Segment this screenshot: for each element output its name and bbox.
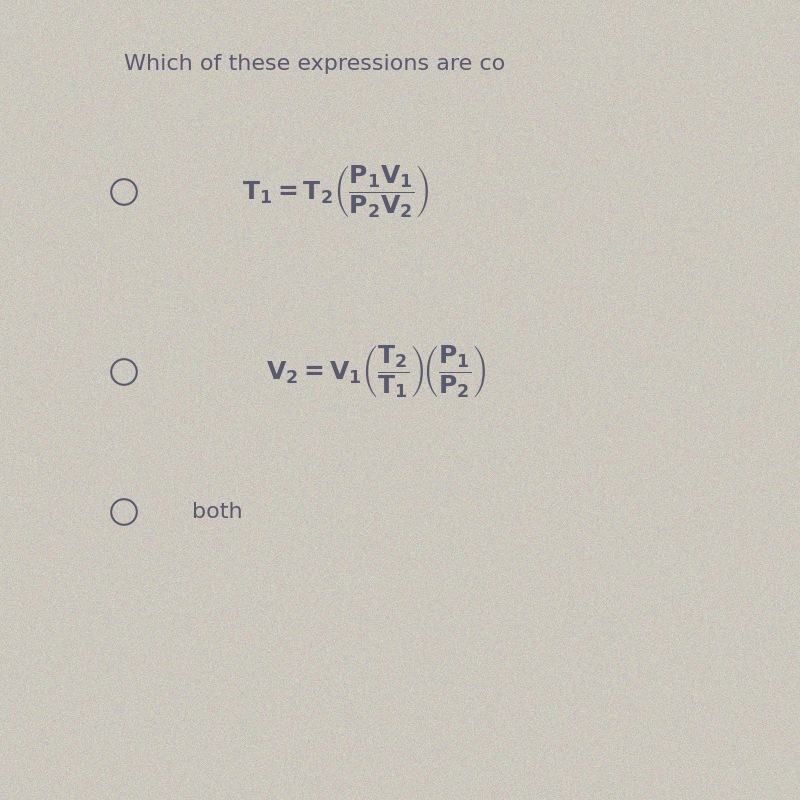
Text: $\mathbf{V_2 = V_1\left(\dfrac{T_2}{T_1}\right)\!\left(\dfrac{P_1}{P_2}\right)}$: $\mathbf{V_2 = V_1\left(\dfrac{T_2}{T_1}… <box>266 343 486 401</box>
Text: Which of these expressions are co: Which of these expressions are co <box>124 54 506 74</box>
Text: both: both <box>192 502 242 522</box>
Text: $\mathbf{T_1 = T_2\left(\dfrac{P_1V_1}{P_2V_2}\right)}$: $\mathbf{T_1 = T_2\left(\dfrac{P_1V_1}{P… <box>242 163 430 221</box>
